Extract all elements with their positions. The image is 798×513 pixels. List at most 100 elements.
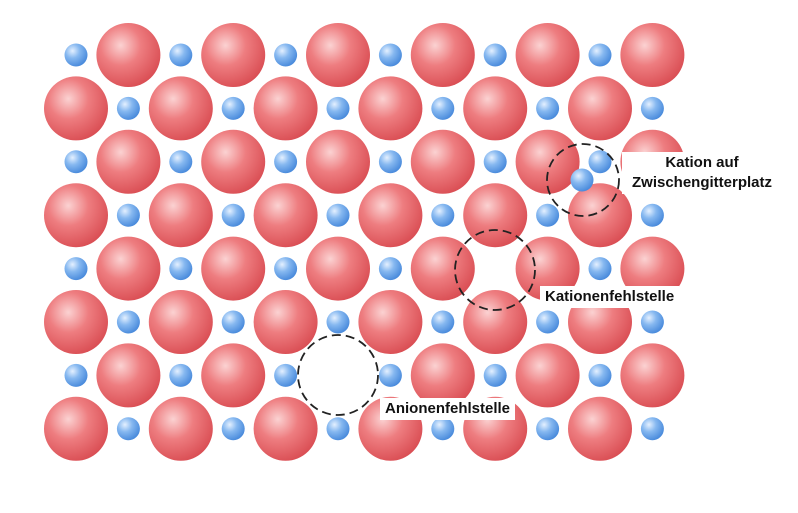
interstitial-dashed-circle bbox=[546, 143, 620, 217]
anion-ion bbox=[620, 343, 685, 408]
anion-ion bbox=[96, 343, 161, 408]
anion-ion bbox=[148, 290, 213, 354]
anion-ion bbox=[253, 183, 318, 248]
cation-ion bbox=[169, 43, 193, 67]
anion-ion bbox=[515, 343, 580, 408]
anion-ion bbox=[568, 396, 632, 461]
anion-ion bbox=[44, 396, 108, 461]
anion-ion bbox=[201, 343, 266, 408]
cation-ion bbox=[274, 150, 298, 174]
anion-ion bbox=[253, 290, 318, 354]
cation-vacancy-label: Kationenfehlstelle bbox=[540, 286, 680, 308]
anion-ion bbox=[306, 236, 370, 301]
anion-ion bbox=[620, 236, 685, 301]
interstitial-label-line1: Kation auf bbox=[665, 154, 739, 171]
anion-ion bbox=[568, 183, 632, 248]
anion-ion bbox=[253, 76, 318, 141]
anion-ion bbox=[568, 76, 632, 141]
anion-ion bbox=[306, 129, 370, 194]
cation-ion bbox=[378, 363, 402, 387]
cation-ion bbox=[640, 203, 664, 227]
cation-ion bbox=[536, 310, 560, 334]
cation-ion bbox=[483, 150, 507, 174]
anion-ion bbox=[148, 183, 213, 248]
anion-vacancy-dashed-circle bbox=[297, 334, 379, 416]
anion-ion bbox=[410, 236, 475, 301]
cation-ion bbox=[326, 96, 350, 120]
anion-ion bbox=[515, 129, 580, 194]
anion-ion bbox=[44, 76, 108, 141]
cation-ion bbox=[378, 150, 402, 174]
anion-ion bbox=[96, 23, 161, 87]
cation-ion bbox=[326, 310, 350, 334]
cation-vacancy-dashed-circle bbox=[454, 229, 536, 311]
interstitial-cation-label: Kation auf Zwischengitterplatz bbox=[622, 152, 782, 194]
anion-ion bbox=[201, 236, 266, 301]
cation-ion bbox=[588, 257, 612, 281]
anion-ion bbox=[148, 396, 213, 461]
cation-ion bbox=[536, 417, 560, 441]
cation-ion bbox=[64, 363, 88, 387]
cation-ion bbox=[536, 96, 560, 120]
cation-ion bbox=[536, 203, 560, 227]
cation-ion bbox=[274, 43, 298, 67]
cation-ion bbox=[588, 363, 612, 387]
anion-ion bbox=[201, 23, 266, 87]
cation-ion bbox=[431, 417, 455, 441]
cation-ion bbox=[431, 96, 455, 120]
cation-ion bbox=[221, 96, 245, 120]
cation-ion bbox=[116, 310, 140, 334]
interstitial-label-line2: Zwischengitterplatz bbox=[631, 174, 773, 191]
cation-ion bbox=[483, 363, 507, 387]
cation-ion bbox=[64, 150, 88, 174]
cation-ion bbox=[378, 257, 402, 281]
anion-ion bbox=[463, 76, 528, 141]
cation-ion bbox=[64, 43, 88, 67]
anion-ion bbox=[201, 129, 266, 194]
anion-ion bbox=[515, 23, 580, 87]
anion-ion bbox=[463, 290, 528, 354]
cation-ion bbox=[169, 150, 193, 174]
cation-ion bbox=[483, 43, 507, 67]
cation-ion bbox=[221, 310, 245, 334]
cation-ion bbox=[640, 96, 664, 120]
cation-ion bbox=[274, 257, 298, 281]
cation-ion bbox=[640, 417, 664, 441]
anion-ion bbox=[620, 23, 685, 87]
cation-ion bbox=[431, 203, 455, 227]
cation-ion bbox=[221, 417, 245, 441]
cation-ion bbox=[326, 203, 350, 227]
anion-ion bbox=[410, 23, 475, 87]
anion-ion bbox=[358, 183, 423, 248]
cation-ion bbox=[431, 310, 455, 334]
cation-ion bbox=[169, 363, 193, 387]
anion-ion bbox=[96, 236, 161, 301]
cation-ion bbox=[274, 363, 298, 387]
anion-vacancy-label: Anionenfehlstelle bbox=[380, 398, 516, 420]
anion-ion bbox=[463, 183, 528, 248]
anion-ion bbox=[148, 76, 213, 141]
cation-ion bbox=[221, 203, 245, 227]
cation-ion bbox=[588, 150, 612, 174]
anion-ion bbox=[44, 183, 108, 248]
anion-ion bbox=[44, 290, 108, 354]
cation-ion bbox=[169, 257, 193, 281]
cation-ion bbox=[640, 310, 664, 334]
cation-ion bbox=[116, 96, 140, 120]
anion-ion bbox=[358, 76, 423, 141]
anion-ion bbox=[96, 129, 161, 194]
cation-ion bbox=[116, 417, 140, 441]
cation-ion bbox=[378, 43, 402, 67]
interstitial-cation-ion bbox=[570, 168, 594, 192]
anion-ion bbox=[306, 23, 370, 87]
anion-ion bbox=[410, 343, 475, 408]
anion-ion bbox=[358, 290, 423, 354]
cation-ion bbox=[116, 203, 140, 227]
cation-ion bbox=[588, 43, 612, 67]
anion-ion bbox=[253, 396, 318, 461]
cation-ion bbox=[64, 257, 88, 281]
anion-ion bbox=[410, 129, 475, 194]
cation-ion bbox=[326, 417, 350, 441]
